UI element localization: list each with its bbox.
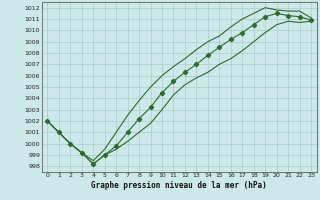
X-axis label: Graphe pression niveau de la mer (hPa): Graphe pression niveau de la mer (hPa): [91, 181, 267, 190]
